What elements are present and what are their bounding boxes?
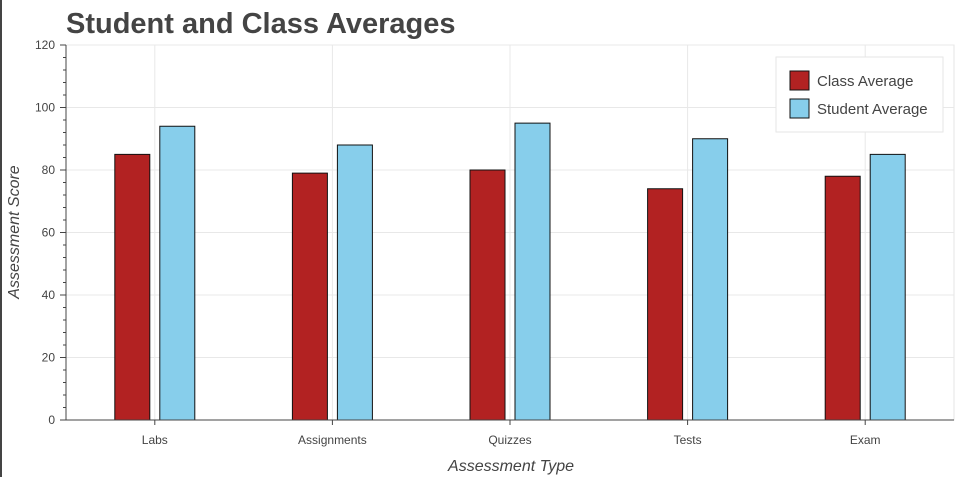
legend-swatch-student-average xyxy=(789,98,810,119)
legend-label-class-average: Class Average xyxy=(817,73,913,90)
x-tick-label-assignments: Assignments xyxy=(298,433,367,447)
bar-class-average-quizzes xyxy=(469,169,506,421)
y-tick-label: 40 xyxy=(42,288,56,302)
x-tick-label-labs: Labs xyxy=(142,433,168,447)
bar-student-average-tests xyxy=(692,138,729,421)
x-axis-label: Assessment Type xyxy=(447,458,574,475)
bar-student-average-quizzes xyxy=(514,122,551,421)
y-tick-label: 60 xyxy=(42,226,56,240)
bar-class-average-exam xyxy=(824,175,861,421)
bar-student-average-assignments xyxy=(336,144,373,421)
y-tick-label: 20 xyxy=(42,351,56,365)
bars xyxy=(114,122,906,421)
legend-swatch-class-average xyxy=(789,70,810,91)
y-axis-label: Assessment Score xyxy=(6,165,23,299)
window-left-border xyxy=(0,0,2,477)
y-tick-label: 80 xyxy=(42,163,56,177)
bar-student-average-labs xyxy=(159,125,196,421)
x-tick-label-quizzes: Quizzes xyxy=(488,433,531,447)
y-tick-label: 120 xyxy=(35,38,55,52)
y-tick-label: 100 xyxy=(35,101,55,115)
chart-title: Student and Class Averages xyxy=(66,8,455,40)
legend: Class Average Student Average xyxy=(775,56,944,133)
bar-class-average-assignments xyxy=(291,172,328,421)
legend-label-student-average: Student Average xyxy=(817,101,928,118)
x-tick-label-exam: Exam xyxy=(850,433,881,447)
bar-student-average-exam xyxy=(869,153,906,421)
y-tick-label: 0 xyxy=(48,413,55,427)
legend-box xyxy=(775,56,944,133)
x-tick-label-tests: Tests xyxy=(674,433,702,447)
bar-class-average-tests xyxy=(647,188,684,421)
axes: 0 20 40 60 80 100 120 Labs Assignments Quizzes Tes… xyxy=(35,38,954,447)
bar-class-average-labs xyxy=(114,153,151,421)
